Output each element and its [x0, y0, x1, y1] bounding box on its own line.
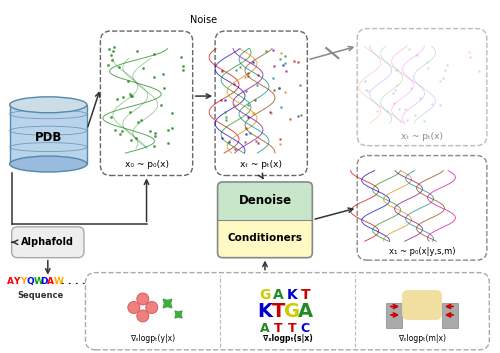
- Bar: [10, 105, 87, 164]
- Ellipse shape: [10, 97, 87, 113]
- FancyBboxPatch shape: [218, 220, 312, 258]
- FancyBboxPatch shape: [357, 156, 487, 260]
- Text: .: .: [80, 277, 84, 286]
- Text: A: A: [260, 322, 270, 335]
- Text: ∇ₓlogpₜ(m|x): ∇ₓlogpₜ(m|x): [398, 334, 446, 343]
- Bar: [386, 303, 402, 328]
- Text: Q: Q: [27, 277, 34, 286]
- Text: .: .: [74, 277, 78, 286]
- Text: Sequence: Sequence: [17, 291, 64, 300]
- Text: D: D: [40, 277, 48, 286]
- Text: T: T: [300, 288, 310, 302]
- Text: ∇ₓlogpₜ(y|x): ∇ₓlogpₜ(y|x): [130, 334, 176, 343]
- Text: A: A: [298, 303, 313, 322]
- Text: W: W: [34, 277, 43, 286]
- Text: xₜ ~ pₜ(x): xₜ ~ pₜ(x): [240, 160, 282, 169]
- Text: T: T: [272, 303, 285, 322]
- Text: .: .: [68, 277, 70, 286]
- Ellipse shape: [10, 156, 87, 172]
- Circle shape: [137, 310, 149, 322]
- FancyBboxPatch shape: [100, 31, 192, 175]
- Text: Denoise: Denoise: [238, 194, 292, 207]
- Text: Y: Y: [14, 277, 20, 286]
- Text: Alphafold: Alphafold: [22, 237, 74, 247]
- Text: PDB: PDB: [34, 131, 62, 144]
- Text: x₁ ~ p₀(x|y,s,m): x₁ ~ p₀(x|y,s,m): [389, 247, 456, 256]
- Text: .: .: [60, 277, 64, 286]
- Text: A: A: [6, 277, 14, 286]
- Text: x₀ ~ p₀(x): x₀ ~ p₀(x): [124, 160, 168, 169]
- Text: G: G: [260, 288, 270, 302]
- Text: K: K: [286, 288, 298, 302]
- Bar: [442, 303, 458, 328]
- Circle shape: [137, 293, 149, 305]
- FancyBboxPatch shape: [215, 31, 308, 175]
- FancyBboxPatch shape: [12, 227, 84, 258]
- Text: A: A: [47, 277, 54, 286]
- Text: ∇ₓlogpₜ(s|x): ∇ₓlogpₜ(s|x): [262, 334, 312, 343]
- Text: K: K: [258, 303, 272, 322]
- Text: Noise: Noise: [190, 15, 218, 25]
- Text: G: G: [284, 303, 300, 322]
- Text: T: T: [288, 322, 296, 335]
- FancyBboxPatch shape: [402, 290, 442, 320]
- Text: Y: Y: [20, 277, 26, 286]
- Text: xₜ ~ pₜ(x): xₜ ~ pₜ(x): [401, 132, 443, 141]
- Text: W: W: [54, 277, 64, 286]
- FancyBboxPatch shape: [218, 182, 312, 220]
- Text: Conditioners: Conditioners: [228, 233, 302, 243]
- Circle shape: [146, 301, 158, 313]
- FancyBboxPatch shape: [86, 273, 489, 350]
- Text: A: A: [273, 288, 284, 302]
- Circle shape: [128, 301, 140, 313]
- Text: T: T: [274, 322, 282, 335]
- FancyBboxPatch shape: [357, 29, 487, 146]
- Text: C: C: [301, 322, 310, 335]
